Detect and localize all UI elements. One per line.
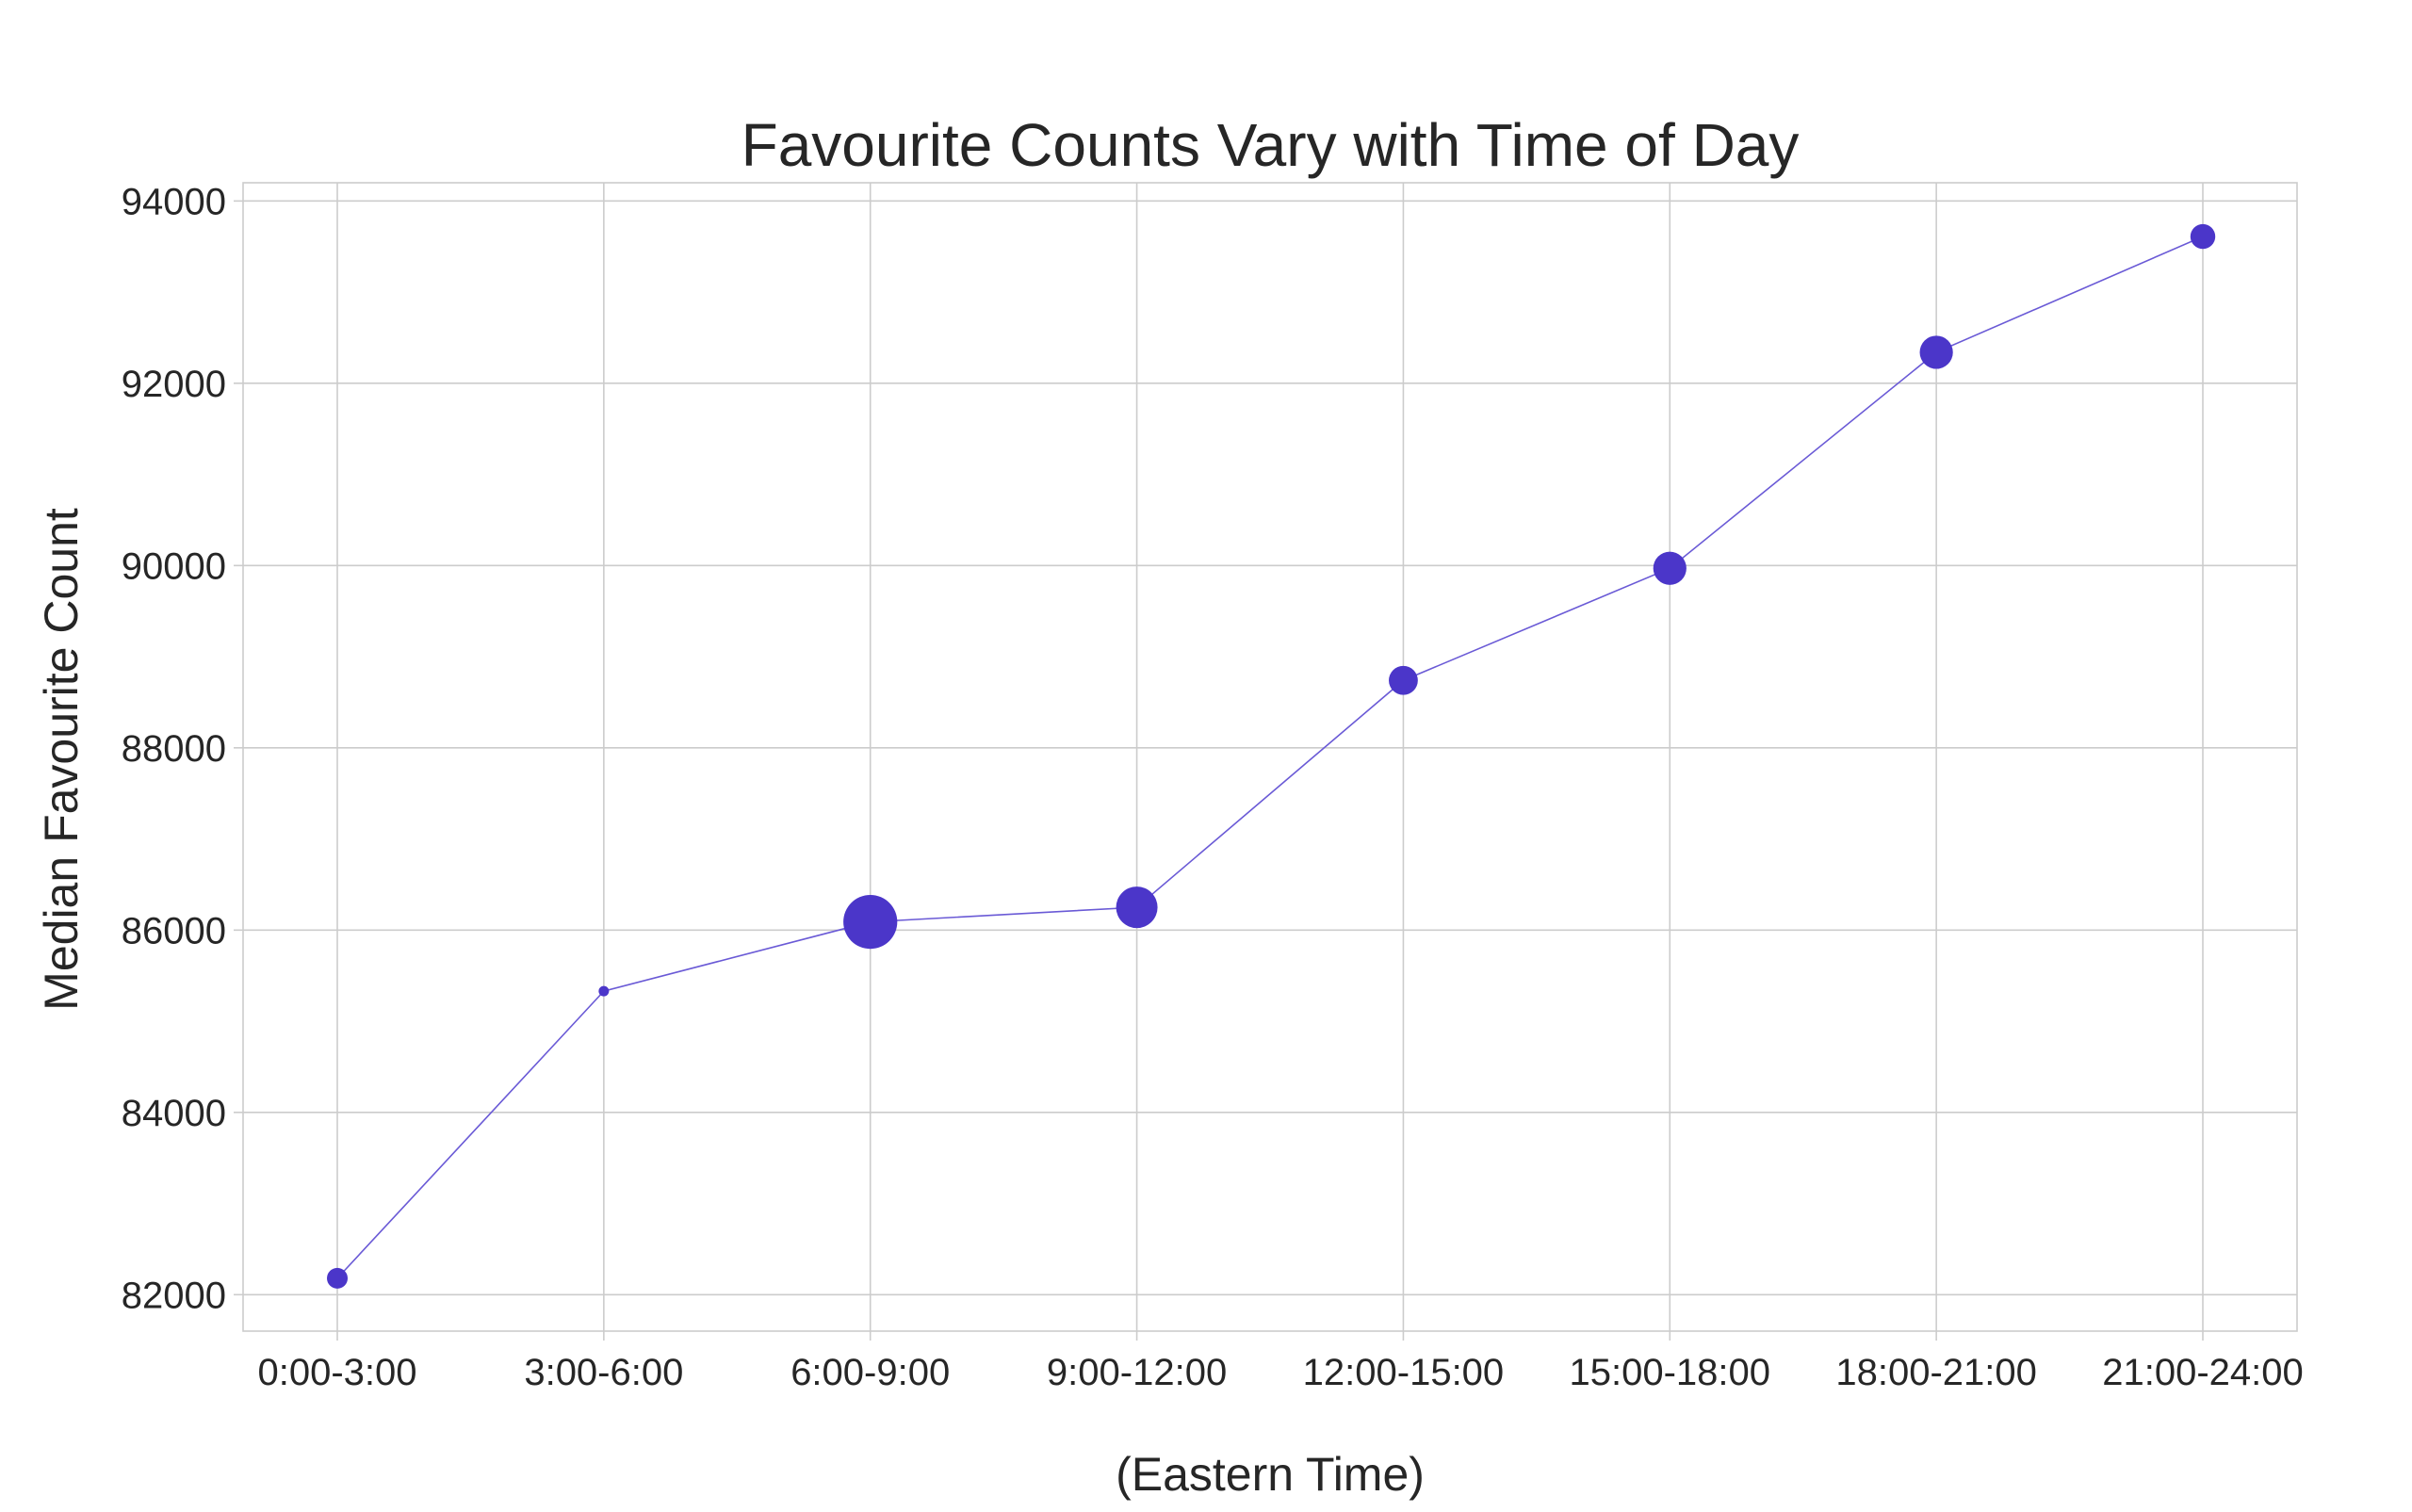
x-tick-label: 3:00-6:00	[524, 1352, 683, 1393]
y-tick-label: 90000	[122, 545, 226, 587]
data-point-marker	[843, 895, 898, 950]
x-axis-label: (Eastern Time)	[1116, 1448, 1425, 1501]
series-line-layer	[336, 236, 2204, 1279]
y-tick-label: 84000	[122, 1093, 226, 1134]
data-point-marker	[1653, 551, 1687, 585]
y-tick-label: 88000	[122, 728, 226, 770]
y-tick-label: 82000	[122, 1275, 226, 1316]
y-tick-label: 92000	[122, 364, 226, 405]
y-axis-label: Median Favourite Count	[35, 508, 88, 1011]
chart-title: Favourite Counts Vary with Time of Day	[742, 111, 1800, 179]
y-tick-labels: 82000 84000 86000 88000 90000 92000 94000	[122, 181, 226, 1316]
x-tick-label: 0:00-3:00	[257, 1352, 416, 1393]
data-point-marker	[1116, 886, 1158, 929]
series-line	[336, 236, 2204, 1279]
x-tick-label: 6:00-9:00	[790, 1352, 950, 1393]
x-tick-label: 12:00-15:00	[1303, 1352, 1505, 1393]
data-point-marker	[598, 985, 610, 997]
marker-layer	[327, 223, 2216, 1289]
x-tick-label: 21:00-24:00	[2102, 1352, 2304, 1393]
data-point-marker	[2190, 223, 2216, 250]
plot-frame	[242, 182, 2298, 1332]
data-point-marker	[1919, 335, 1953, 369]
y-tick-label: 86000	[122, 910, 226, 951]
y-tick-label: 94000	[122, 181, 226, 222]
grid-layer	[234, 183, 2297, 1341]
x-tick-labels: 0:00-3:00 3:00-6:00 6:00-9:00 9:00-12:00 12:…	[257, 1352, 2303, 1393]
data-point-marker	[327, 1267, 348, 1289]
x-tick-label: 9:00-12:00	[1047, 1352, 1227, 1393]
x-tick-label: 18:00-21:00	[1835, 1352, 2037, 1393]
x-tick-label: 15:00-18:00	[1570, 1352, 1771, 1393]
data-point-marker	[1389, 665, 1418, 695]
